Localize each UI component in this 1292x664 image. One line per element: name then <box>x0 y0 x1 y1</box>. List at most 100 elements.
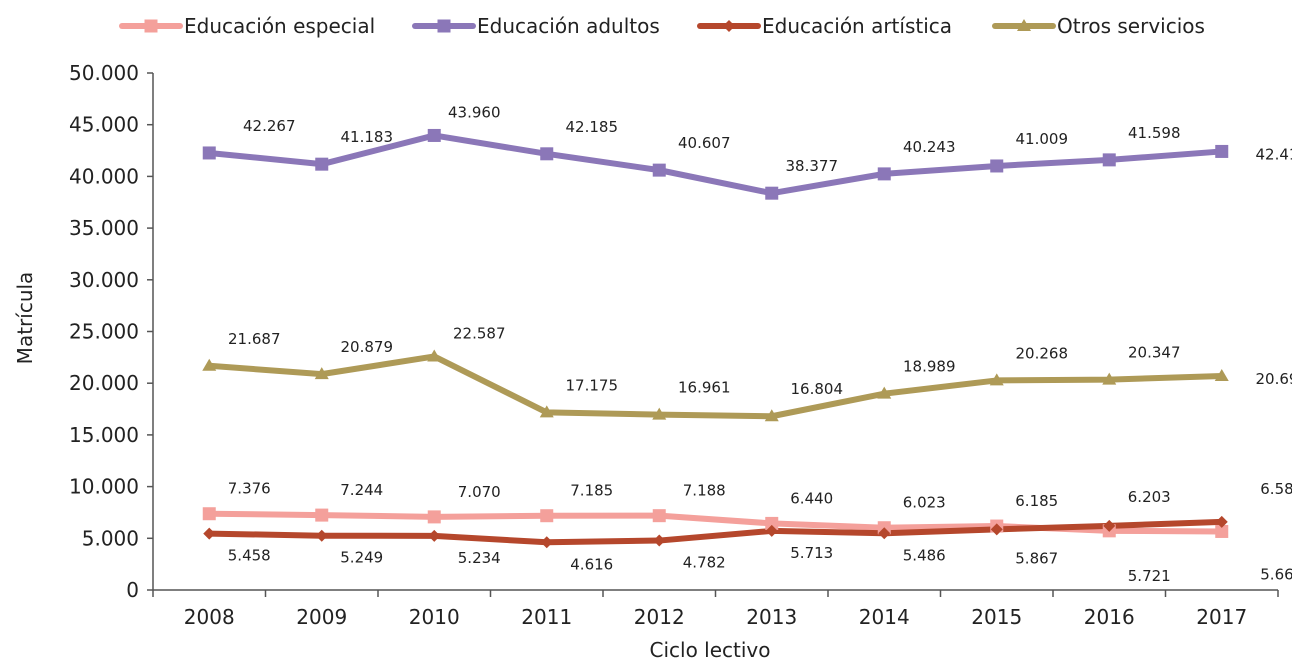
data-label-especial: 7.070 <box>458 483 501 501</box>
data-point-adultos <box>427 128 441 142</box>
y-axis-title: Matrícula <box>13 272 37 365</box>
y-tick-label: 50.000 <box>69 61 139 85</box>
x-tick-label: 2012 <box>634 605 685 629</box>
y-axis: 0 5.000 10.000 15.000 20.000 25.000 30.000 35.0… <box>69 61 154 602</box>
data-point-especial <box>765 516 779 530</box>
data-point-otros <box>877 386 892 399</box>
data-point-artistica <box>1215 515 1228 528</box>
y-tick-label: 35.000 <box>69 216 139 240</box>
legend-marker <box>1017 19 1031 31</box>
data-point-otros <box>1102 372 1117 385</box>
data-label-artistica: 5.713 <box>790 544 833 562</box>
data-label-especial: 6.023 <box>903 494 946 512</box>
data-point-especial <box>1215 524 1229 538</box>
data-point-adultos <box>202 146 216 160</box>
data-label-artistica: 5.234 <box>458 549 501 567</box>
data-label-adultos: 42.414 <box>1256 145 1292 163</box>
data-point-artistica <box>765 524 778 537</box>
data-label-artistica: 5.486 <box>903 546 946 564</box>
data-label-adultos: 41.183 <box>341 128 394 146</box>
data-point-especial <box>315 508 329 522</box>
data-point-especial <box>202 507 216 521</box>
legend-label: Educación especial <box>184 14 375 38</box>
data-point-artistica <box>653 534 666 547</box>
data-point-otros <box>764 409 779 422</box>
data-label-otros: 17.175 <box>566 376 619 394</box>
series-markers <box>202 128 1229 549</box>
y-tick-label: 45.000 <box>69 113 139 137</box>
data-label-otros: 20.697 <box>1256 370 1292 388</box>
data-point-especial <box>427 510 441 524</box>
data-label-adultos: 40.607 <box>678 134 731 152</box>
y-tick-label: 5.000 <box>82 526 139 550</box>
data-label-artistica: 4.616 <box>570 555 613 573</box>
legend-label: Educación adultos <box>477 14 660 38</box>
data-label-otros: 18.989 <box>903 358 956 376</box>
x-tick-label: 2009 <box>296 605 347 629</box>
y-tick-label: 30.000 <box>69 268 139 292</box>
x-tick-label: 2010 <box>409 605 460 629</box>
data-label-adultos: 42.267 <box>243 117 296 135</box>
data-label-otros: 20.347 <box>1128 344 1181 362</box>
data-label-otros: 20.268 <box>1016 344 1069 362</box>
data-label-especial: 7.185 <box>570 482 613 500</box>
data-point-otros <box>1214 368 1229 381</box>
x-tick-label: 2015 <box>971 605 1022 629</box>
data-point-adultos <box>1102 153 1116 167</box>
data-point-adultos <box>540 147 554 161</box>
data-point-adultos <box>652 163 666 177</box>
y-tick-label: 15.000 <box>69 423 139 447</box>
data-point-artistica <box>203 527 216 540</box>
data-label-artistica: 4.782 <box>683 554 726 572</box>
data-point-otros <box>427 349 442 362</box>
data-label-especial: 5.662 <box>1260 565 1292 583</box>
data-point-otros <box>314 367 329 380</box>
data-label-adultos: 42.185 <box>566 118 619 136</box>
x-tick-label: 2011 <box>521 605 572 629</box>
legend: Educación especial Educación adultos Educa… <box>119 14 1205 38</box>
x-tick-label: 2016 <box>1084 605 1135 629</box>
legend-label: Educación artística <box>762 14 952 38</box>
data-label-especial: 7.244 <box>340 481 383 499</box>
data-point-artistica <box>990 523 1003 536</box>
data-point-artistica <box>428 529 441 542</box>
data-point-otros <box>202 358 217 371</box>
data-label-especial: 6.440 <box>790 489 833 507</box>
x-tick-label: 2008 <box>184 605 235 629</box>
data-point-otros <box>652 407 667 420</box>
data-label-artistica: 6.589 <box>1260 480 1292 498</box>
data-point-adultos <box>990 159 1004 173</box>
data-point-artistica <box>1103 519 1116 532</box>
x-tick-label: 2013 <box>746 605 797 629</box>
x-tick-label: 2017 <box>1196 605 1247 629</box>
data-label-adultos: 38.377 <box>786 157 839 175</box>
data-point-adultos <box>765 186 779 200</box>
data-label-adultos: 40.243 <box>903 138 956 156</box>
data-label-artistica: 5.458 <box>228 547 271 565</box>
series-line-otros <box>206 353 1225 420</box>
legend-marker <box>144 19 158 33</box>
x-axis: 2008 2009 2010 2011 2012 2013 2014 2015 2016 2017 <box>152 589 1279 629</box>
data-label-otros: 20.879 <box>341 338 394 356</box>
y-tick-label: 10.000 <box>69 475 139 499</box>
x-axis-title: Ciclo lectivo <box>650 638 771 662</box>
data-label-especial: 5.721 <box>1128 567 1171 585</box>
data-label-adultos: 43.960 <box>448 103 501 121</box>
data-label-artistica: 5.867 <box>1015 549 1058 567</box>
x-tick-label: 2014 <box>859 605 910 629</box>
data-point-adultos <box>315 157 329 171</box>
legend-marker <box>437 19 451 33</box>
data-point-artistica <box>878 527 891 540</box>
data-point-artistica <box>540 536 553 549</box>
data-label-artistica: 5.249 <box>340 549 383 567</box>
data-point-especial <box>540 509 554 523</box>
legend-marker <box>723 20 735 32</box>
data-point-artistica <box>315 529 328 542</box>
y-tick-label: 40.000 <box>69 164 139 188</box>
data-label-especial: 7.376 <box>228 480 271 498</box>
data-label-otros: 21.687 <box>228 330 281 348</box>
data-point-adultos <box>877 167 891 181</box>
data-label-especial: 6.185 <box>1015 492 1058 510</box>
data-point-otros <box>539 405 554 418</box>
